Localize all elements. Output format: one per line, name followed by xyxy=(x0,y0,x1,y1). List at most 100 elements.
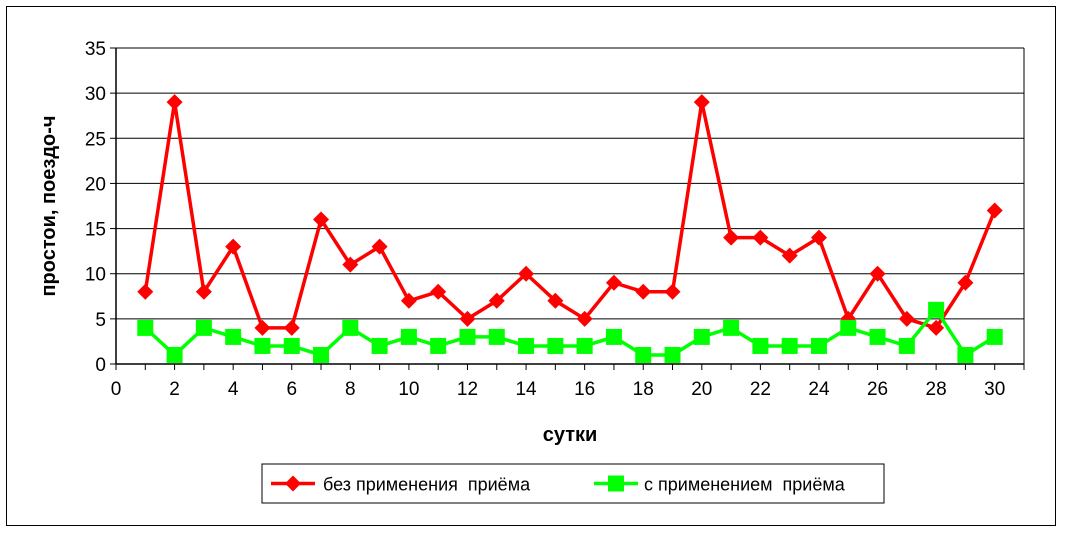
data-point-diamond xyxy=(488,292,505,309)
data-point-diamond xyxy=(898,310,915,327)
data-point-square xyxy=(225,328,242,345)
data-point-diamond xyxy=(518,265,535,282)
y-tick-label: 35 xyxy=(85,39,106,60)
data-point-square xyxy=(576,337,593,354)
x-tick-label: 14 xyxy=(515,379,537,400)
data-point-square xyxy=(605,328,622,345)
x-tick-label: 10 xyxy=(398,379,419,400)
x-tick-label: 22 xyxy=(750,379,771,400)
data-point-square xyxy=(166,346,183,363)
x-tick-label: 0 xyxy=(111,379,122,400)
data-point-diamond xyxy=(430,283,447,300)
data-point-square xyxy=(752,337,769,354)
data-point-diamond xyxy=(957,274,974,291)
data-point-diamond xyxy=(254,319,271,336)
data-point-square xyxy=(430,337,447,354)
data-point-square xyxy=(371,337,388,354)
data-point-diamond xyxy=(137,283,154,300)
x-axis-title: сутки xyxy=(543,424,598,446)
x-tick-label: 8 xyxy=(345,379,356,400)
data-point-square xyxy=(957,346,974,363)
data-point-square xyxy=(195,319,212,336)
legend-label: с применением приёма xyxy=(644,475,846,495)
x-tick-labels: 0 2 4 6 8 10 12 14 16 18 20 22 24 26 28 30 xyxy=(111,379,1006,400)
y-tick-label: 25 xyxy=(85,129,106,150)
data-point-diamond xyxy=(605,274,622,291)
data-point-diamond xyxy=(283,319,300,336)
data-point-diamond xyxy=(459,310,476,327)
series-1 xyxy=(137,94,1003,336)
data-point-square xyxy=(459,328,476,345)
data-point-diamond xyxy=(576,310,593,327)
data-point-square xyxy=(547,337,564,354)
data-point-square xyxy=(898,337,915,354)
y-tick-label: 30 xyxy=(85,84,106,105)
data-point-diamond xyxy=(166,94,183,111)
data-point-square xyxy=(400,328,417,345)
data-point-square xyxy=(986,328,1003,345)
data-point-square xyxy=(781,337,798,354)
data-point-square xyxy=(608,475,624,492)
y-axis-title: простои, поездо-ч xyxy=(38,115,60,296)
data-point-diamond xyxy=(810,229,827,246)
data-point-square xyxy=(137,319,154,336)
data-point-square xyxy=(928,301,945,318)
data-point-diamond xyxy=(869,265,886,282)
data-point-diamond xyxy=(371,238,388,255)
legend-item-1: без применения приёма xyxy=(271,475,531,495)
x-tick-label: 6 xyxy=(286,379,297,400)
x-tick-label: 30 xyxy=(984,379,1005,400)
data-point-diamond xyxy=(723,229,740,246)
data-point-square xyxy=(518,337,535,354)
data-point-diamond xyxy=(313,211,330,228)
y-tick-labels: 0 5 10 15 20 25 30 35 xyxy=(85,39,106,376)
chart-frame: 0 5 10 15 20 25 30 35 0 2 4 6 8 10 12 14 16 18 20 22 24 26 28… xyxy=(6,6,1056,526)
data-point-square xyxy=(313,346,330,363)
legend-box xyxy=(261,463,885,504)
gridlines xyxy=(116,47,1024,320)
x-tick-label: 4 xyxy=(228,379,239,400)
series-2 xyxy=(137,301,1003,363)
y-tick-label: 10 xyxy=(85,265,106,286)
data-point-square xyxy=(810,337,827,354)
data-point-diamond xyxy=(342,256,359,273)
data-point-diamond xyxy=(664,283,681,300)
legend: без применения приёма с применением приём… xyxy=(261,463,885,504)
x-tick-label: 26 xyxy=(867,379,888,400)
x-tick-label: 2 xyxy=(169,379,180,400)
data-point-square xyxy=(840,319,857,336)
x-tick-label: 28 xyxy=(926,379,947,400)
x-tick-label: 12 xyxy=(457,379,478,400)
data-point-square xyxy=(723,319,740,336)
data-point-square xyxy=(693,328,710,345)
data-point-diamond xyxy=(928,319,945,336)
data-point-square xyxy=(254,337,271,354)
x-tick-label: 18 xyxy=(633,379,654,400)
data-point-diamond xyxy=(781,247,798,264)
data-point-square xyxy=(488,328,505,345)
data-point-diamond xyxy=(693,94,710,111)
data-point-square xyxy=(635,346,652,363)
data-point-diamond xyxy=(195,283,212,300)
x-tick-label: 20 xyxy=(691,379,712,400)
axes xyxy=(110,47,1025,370)
series-line xyxy=(144,306,996,358)
series-line xyxy=(143,101,997,330)
data-point-diamond xyxy=(635,283,652,300)
series-group xyxy=(137,94,1003,363)
y-tick-label: 5 xyxy=(95,310,106,331)
data-point-square xyxy=(283,337,300,354)
y-tick-label: 0 xyxy=(95,355,106,376)
data-point-square xyxy=(664,346,681,363)
y-tick-label: 20 xyxy=(85,174,106,195)
data-point-square xyxy=(869,328,886,345)
data-point-square xyxy=(342,319,359,336)
data-point-diamond xyxy=(285,475,301,492)
x-tick-label: 24 xyxy=(808,379,830,400)
data-point-diamond xyxy=(225,238,242,255)
data-point-diamond xyxy=(986,202,1003,219)
y-tick-label: 15 xyxy=(85,220,106,241)
legend-item-2: с применением приёма xyxy=(594,475,846,495)
data-point-diamond xyxy=(400,292,417,309)
